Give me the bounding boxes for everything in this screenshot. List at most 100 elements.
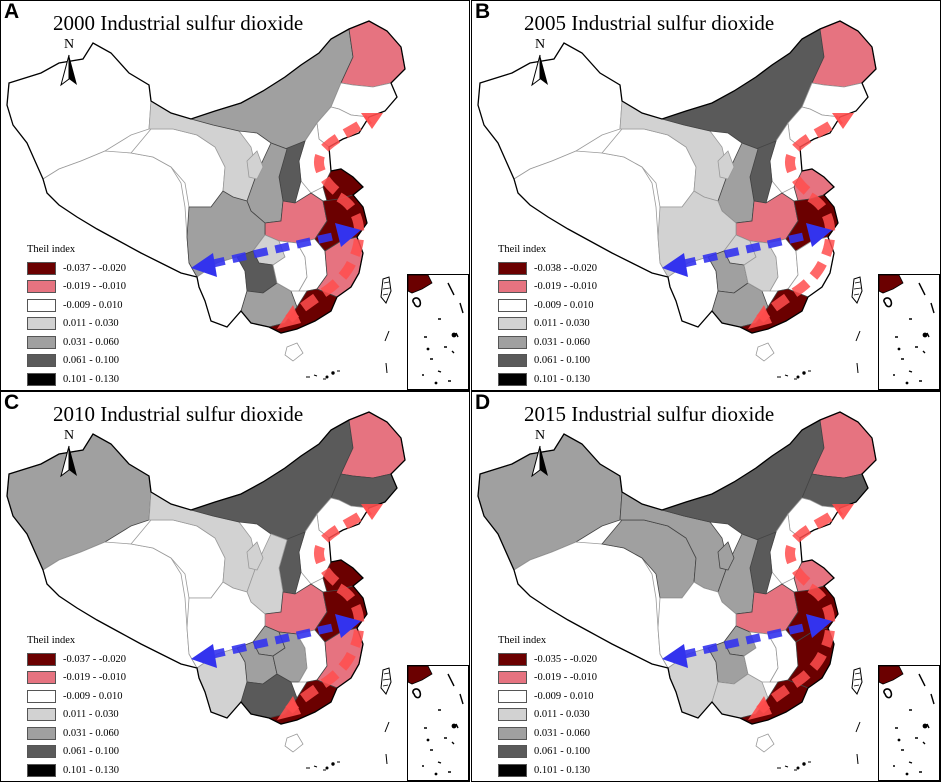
- blue-arrowhead-east: [806, 223, 832, 247]
- north-arrow-icon: [60, 445, 77, 478]
- blue-arrowhead-east: [806, 614, 832, 638]
- legend-label: 0.011 - 0.030: [534, 318, 590, 330]
- legend-swatch: [498, 372, 527, 386]
- north-arrow: N: [526, 37, 554, 91]
- legend-swatch: [498, 298, 527, 312]
- legend-item: 0.101 - 0.130: [498, 761, 618, 780]
- inset-map: [879, 666, 935, 776]
- north-arrow-icon: [60, 54, 77, 87]
- province-regions: [6, 411, 406, 753]
- blue-arrowhead-west: [662, 253, 688, 277]
- legend-label: 0.061 - 0.100: [534, 355, 590, 367]
- province-regions: [477, 20, 877, 362]
- legend-swatch: [498, 745, 527, 759]
- china-outline: [477, 411, 877, 725]
- legend-label: -0.037 - -0.020: [63, 262, 126, 274]
- province-hainan: [755, 733, 775, 753]
- blue-arrowhead-west: [191, 253, 217, 277]
- legend-swatch: [498, 671, 527, 685]
- red-arrow-north: [785, 114, 843, 195]
- province-regions: [6, 20, 406, 362]
- legend-label: -0.035 - -0.020: [534, 653, 597, 665]
- legend-swatch: [27, 708, 56, 722]
- blue-arrowhead-east: [335, 223, 361, 247]
- north-arrow-icon: [531, 445, 548, 478]
- legend-item: 0.011 - 0.030: [27, 315, 147, 334]
- legend-item: -0.009 - 0.010: [27, 296, 147, 315]
- legend-item: 0.101 - 0.130: [27, 761, 147, 780]
- china-outline: [6, 20, 406, 334]
- flow-arrows: [191, 504, 383, 720]
- panel-label: C: [4, 391, 20, 414]
- north-label: N: [534, 37, 546, 52]
- red-arrow-north: [314, 505, 372, 586]
- legend-swatch: [498, 335, 527, 349]
- legend-item: 0.031 - 0.060: [27, 724, 147, 743]
- red-arrowhead-north: [832, 113, 854, 129]
- legend-swatch: [498, 354, 527, 368]
- red-arrow-south: [756, 192, 836, 323]
- province-ningxia: [246, 541, 264, 571]
- legend-item: -0.019 - -0.010: [498, 669, 618, 688]
- red-arrowhead-north: [361, 113, 383, 129]
- north-arrow: N: [526, 428, 554, 482]
- flow-arrows: [662, 113, 854, 329]
- legend-label: -0.037 - -0.020: [63, 653, 126, 665]
- province-hainan: [284, 342, 304, 362]
- taiwan-island: [851, 667, 863, 695]
- china-outline: [477, 20, 877, 334]
- legend-swatch: [27, 671, 56, 685]
- map-panel-b: B 2005 Industrial sulfur dioxide N Theil…: [471, 0, 941, 391]
- legend-label: 0.031 - 0.060: [63, 336, 119, 348]
- legend-item: -0.009 - 0.010: [498, 296, 618, 315]
- red-arrowhead-south: [748, 305, 772, 329]
- legend-label: 0.101 - 0.130: [534, 764, 590, 776]
- legend-title: Theil index: [27, 244, 76, 255]
- legend-swatch: [27, 317, 56, 331]
- north-arrow: N: [55, 428, 83, 482]
- red-arrowhead-south: [277, 696, 301, 720]
- flow-arrows: [662, 504, 854, 720]
- red-arrow-north: [785, 505, 843, 586]
- legend-swatch: [27, 280, 56, 294]
- red-arrowhead-north: [832, 504, 854, 520]
- legend-item: -0.019 - -0.010: [27, 669, 147, 688]
- legend-label: -0.019 - -0.010: [534, 281, 597, 293]
- legend-label: 0.061 - 0.100: [63, 355, 119, 367]
- legend-item: -0.019 - -0.010: [27, 278, 147, 297]
- red-arrow-south: [285, 192, 365, 323]
- red-arrowhead-south: [748, 696, 772, 720]
- legend-label: -0.009 - 0.010: [534, 299, 594, 311]
- legend-title: Theil index: [498, 244, 547, 255]
- inset-map: [879, 275, 935, 385]
- legend-swatch: [498, 317, 527, 331]
- china-map: [477, 20, 877, 380]
- legend-label: 0.011 - 0.030: [63, 318, 119, 330]
- legend-item: 0.011 - 0.030: [498, 706, 618, 725]
- legend-label: -0.009 - 0.010: [534, 690, 594, 702]
- legend-item: 0.031 - 0.060: [498, 333, 618, 352]
- legend-label: -0.019 - -0.010: [63, 281, 126, 293]
- legend-item: 0.101 - 0.130: [27, 370, 147, 389]
- legend-swatch: [498, 261, 527, 275]
- red-arrowhead-south: [277, 305, 301, 329]
- province-hainan: [284, 733, 304, 753]
- legend-swatch: [27, 745, 56, 759]
- legend-item: -0.037 - -0.020: [27, 259, 147, 278]
- legend: Theil index -0.035 - -0.020 -0.019 - -0.0…: [498, 634, 618, 780]
- legend-item: 0.011 - 0.030: [27, 706, 147, 725]
- legend-label: -0.009 - 0.010: [63, 690, 123, 702]
- legend-swatch: [27, 261, 56, 275]
- north-label: N: [534, 428, 546, 443]
- legend-item: -0.019 - -0.010: [498, 278, 618, 297]
- province-hainan: [755, 342, 775, 362]
- legend-item: 0.101 - 0.130: [498, 370, 618, 389]
- inset-map: [408, 275, 464, 385]
- legend-swatch: [27, 372, 56, 386]
- legend-swatch: [27, 335, 56, 349]
- legend-title: Theil index: [498, 635, 547, 646]
- legend-item: 0.031 - 0.060: [498, 724, 618, 743]
- inset-map: [408, 666, 464, 776]
- legend-label: -0.019 - -0.010: [534, 672, 597, 684]
- legend-swatch: [498, 708, 527, 722]
